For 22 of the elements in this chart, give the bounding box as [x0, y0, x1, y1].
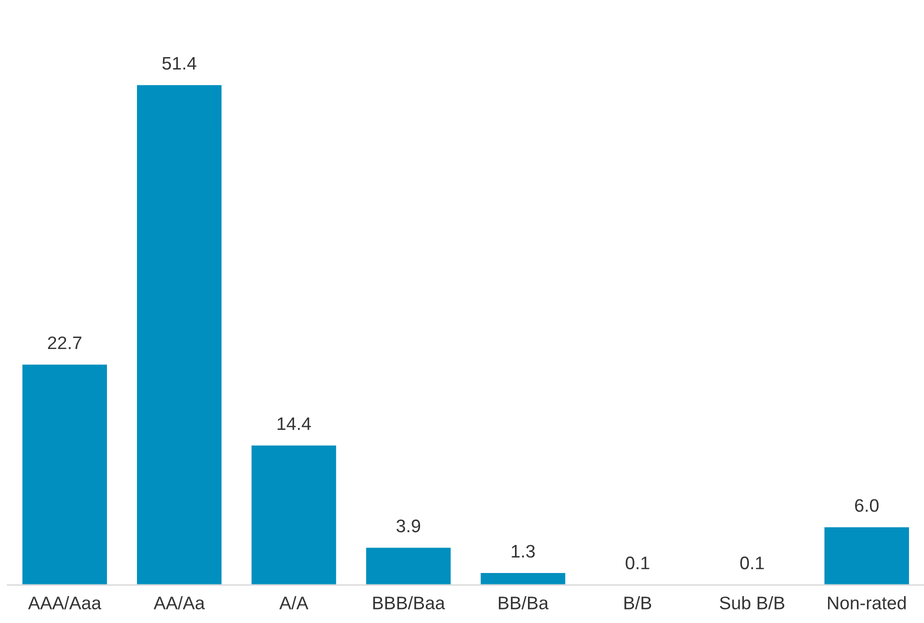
x-tick-label: AAA/Aaa [28, 596, 102, 610]
x-tick-label: Sub B/B [720, 596, 784, 610]
data-label: 14.4 [278, 417, 311, 430]
data-label: 0.1 [626, 556, 650, 570]
bar [364, 546, 452, 585]
data-label: 3.9 [396, 520, 420, 532]
x-tick-label: BBB/Baa [373, 596, 446, 610]
data-label: 6.0 [855, 499, 879, 512]
data-label: 1.3 [512, 544, 535, 558]
bar [479, 572, 567, 585]
data-label: 0.1 [740, 556, 764, 570]
bar [136, 84, 223, 585]
data-label: 51.4 [162, 57, 196, 70]
x-tick-label: B/B [624, 596, 652, 610]
data-label: 22.7 [48, 336, 82, 350]
x-tick-label: Non-rated [828, 596, 906, 610]
bar [21, 363, 108, 585]
bar [250, 444, 338, 585]
bar [823, 526, 910, 585]
x-tick-label: AA/Aa [154, 596, 205, 610]
x-tick-label: BB/Ba [498, 596, 549, 610]
x-tick-label: A/A [279, 596, 308, 610]
